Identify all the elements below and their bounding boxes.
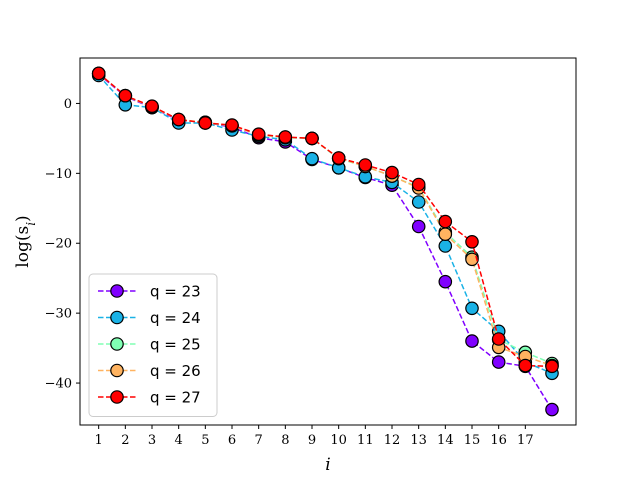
x-tick-label: 17 <box>517 433 534 448</box>
x-tick-label: 7 <box>255 433 263 448</box>
x-tick-label: 4 <box>175 433 183 448</box>
series-5-point <box>465 235 479 249</box>
series-5-point <box>198 116 213 130</box>
series-2-point <box>465 301 479 316</box>
x-tick-label: 6 <box>228 433 236 448</box>
legend-item: q = 27 <box>98 389 201 407</box>
legend-item: q = 24 <box>98 309 201 327</box>
legend-item: q = 23 <box>98 283 201 301</box>
legend-marker <box>110 310 124 325</box>
series-5-point <box>411 177 426 192</box>
series-4-point <box>438 227 453 241</box>
x-tick-label: 12 <box>384 433 401 448</box>
x-tick-label: 5 <box>201 433 209 448</box>
y-tick-label: 0 <box>64 97 72 112</box>
y-tick-label: −10 <box>45 167 72 182</box>
axes-layer: 1 2 3 4 5 6 7 8 9 10 11 12 13 14 15 16 170−10−20−30−40il… <box>13 57 577 475</box>
series-5-point <box>331 151 346 165</box>
series-5-point <box>225 118 239 132</box>
series-5-point <box>145 99 159 113</box>
legend-marker <box>110 390 124 404</box>
series-1-point <box>438 274 453 289</box>
y-tick-label: −30 <box>45 307 72 322</box>
legend-item: q = 26 <box>98 362 201 380</box>
series-2-point <box>411 195 426 209</box>
series-1-point <box>491 355 506 369</box>
series-5-point <box>545 359 559 374</box>
series-5-point <box>118 88 133 103</box>
series-5-point <box>305 131 319 146</box>
legend-label: q = 26 <box>150 362 201 380</box>
x-tick-label: 3 <box>148 433 156 448</box>
legend-item: q = 25 <box>98 336 201 354</box>
y-tick-label: −20 <box>45 237 72 252</box>
series-5-point <box>278 130 293 144</box>
x-tick-label: 10 <box>330 433 347 448</box>
plot-frame <box>79 57 577 426</box>
series-4-point <box>465 252 479 267</box>
legend-marker <box>110 284 124 298</box>
series-layer <box>91 66 559 417</box>
series-1-point <box>545 402 559 417</box>
x-axis-label: i <box>325 455 330 475</box>
series-5 <box>91 66 559 374</box>
legend: q = 23 q = 24 q = 25 q = 26 q = 27 <box>88 273 218 417</box>
legend-label: q = 24 <box>150 309 201 327</box>
legend-label: q = 23 <box>150 283 201 301</box>
series-2-point <box>438 239 453 253</box>
series-5-point <box>491 332 506 346</box>
legend-marker <box>110 337 124 351</box>
legend-box <box>88 273 218 417</box>
x-tick-label: 15 <box>464 433 481 448</box>
y-tick-label: −40 <box>45 377 72 392</box>
x-tick-label: 2 <box>121 433 129 448</box>
series-5-point <box>518 358 533 373</box>
series-1-point <box>411 219 426 234</box>
y-axis-label: log(si) <box>13 215 38 267</box>
x-tick-label: 14 <box>437 433 454 448</box>
series-5-point <box>438 214 453 229</box>
legend-label: q = 25 <box>150 336 201 354</box>
legend-marker <box>110 363 124 378</box>
series-2-point <box>305 151 319 166</box>
series-5-point <box>385 165 399 180</box>
x-tick-label: 13 <box>410 433 427 448</box>
series-5-point <box>358 158 373 172</box>
x-tick-label: 8 <box>281 433 289 448</box>
x-tick-label: 1 <box>95 433 103 448</box>
series-5-point <box>91 66 106 81</box>
series-1-point <box>465 334 479 348</box>
legend-label: q = 27 <box>150 389 201 407</box>
x-tick-label: 11 <box>357 433 374 448</box>
series-5-point <box>251 127 266 141</box>
x-tick-label: 16 <box>490 433 507 448</box>
series-5-point <box>171 112 186 127</box>
x-tick-label: 9 <box>308 433 316 448</box>
